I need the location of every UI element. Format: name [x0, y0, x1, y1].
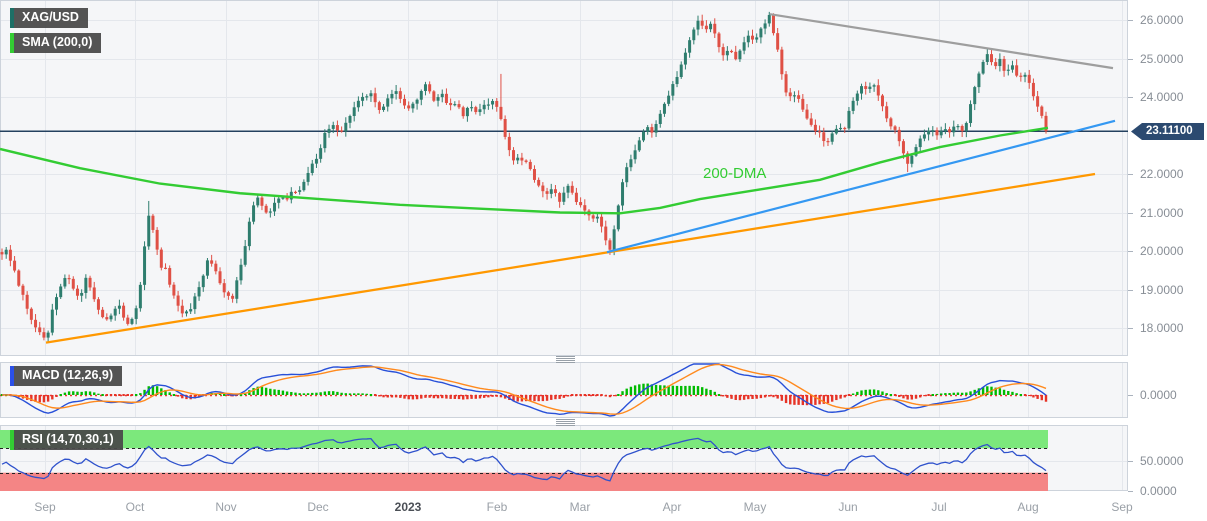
- time-tick-label: Sep: [34, 500, 56, 514]
- price-tick-label: 22.0000: [1140, 167, 1184, 181]
- symbol-label: XAG/USD: [22, 10, 79, 24]
- time-tick-label: Mar: [569, 500, 591, 514]
- price-tick-label: 24.0000: [1140, 90, 1184, 104]
- panel-splitter-rsi[interactable]: [556, 419, 575, 426]
- macd-indicator-badge[interactable]: MACD (12,26,9): [10, 366, 122, 386]
- price-tick-label: 20.0000: [1140, 244, 1184, 258]
- macd-zero-label: 0.0000: [1140, 388, 1177, 402]
- rsi-indicator-label: RSI (14,70,30,1): [22, 432, 114, 446]
- time-tick-label: 2023: [394, 500, 422, 514]
- rsi-mid-label: 50.0000: [1140, 454, 1184, 468]
- rsi-indicator-badge[interactable]: RSI (14,70,30,1): [10, 430, 123, 450]
- time-tick-label: May: [743, 500, 767, 514]
- last-price-value: 23.11100: [1146, 125, 1193, 137]
- price-tick-label: 19.0000: [1140, 282, 1184, 297]
- time-tick-label: Jul: [931, 500, 947, 514]
- price-tick-label: 25.0000: [1140, 51, 1184, 66]
- sma-indicator-label: SMA (200,0): [22, 35, 93, 49]
- time-tick-label: Jun: [838, 500, 858, 514]
- time-tick-label: Apr: [662, 500, 682, 514]
- symbol-badge[interactable]: XAG/USD: [10, 8, 88, 28]
- time-tick-label: Sep: [1111, 500, 1133, 514]
- macd-indicator-label: MACD (12,26,9): [22, 368, 113, 382]
- last-price-tag: 23.11100: [1131, 123, 1204, 140]
- price-tick-label: 18.0000: [1140, 321, 1184, 335]
- annotation-200dma: 200-DMA: [703, 165, 767, 182]
- time-tick-label: Oct: [125, 500, 145, 514]
- panel-splitter-macd[interactable]: [556, 356, 575, 363]
- price-tick-label: 21.0000: [1140, 205, 1184, 220]
- sma-indicator-badge[interactable]: SMA (200,0): [10, 33, 102, 53]
- time-tick-label: Aug: [1017, 500, 1039, 514]
- rsi-zero-label: 0.0000: [1140, 484, 1177, 498]
- time-tick-label: Feb: [486, 500, 508, 514]
- price-tick-label: 26.0000: [1140, 13, 1184, 27]
- time-tick-label: Dec: [307, 500, 329, 514]
- time-tick-label: Nov: [215, 500, 237, 514]
